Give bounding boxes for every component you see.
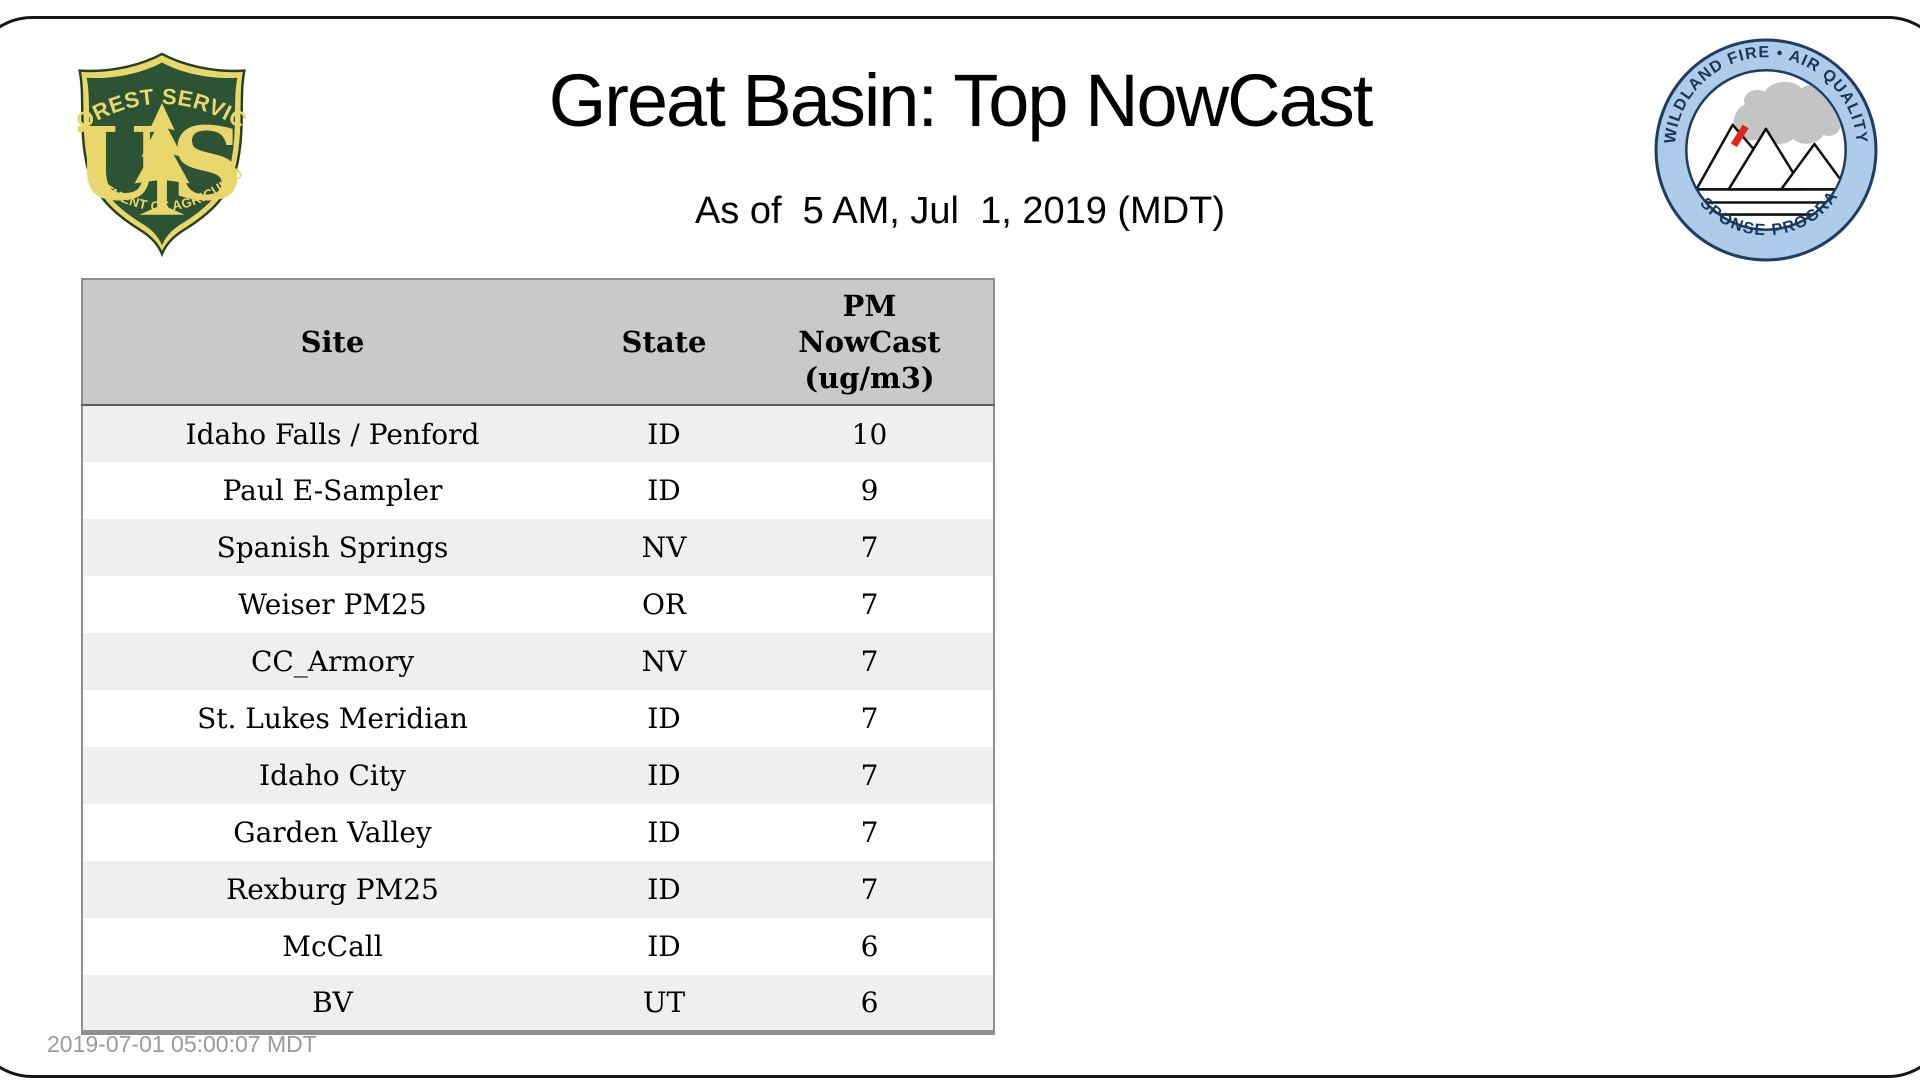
nowcast-table: Site State PM NowCast (ug/m3) Idaho Fall… (81, 278, 995, 1035)
page-title: Great Basin: Top NowCast (548, 59, 1374, 142)
value-cell: 7 (860, 531, 879, 564)
state-cell: ID (647, 816, 681, 849)
site-cell: McCall (282, 930, 383, 963)
wfaqrp-logo: WILDLAND FIRE • AIR QUALITY RESPONSE PRO… (1652, 36, 1878, 262)
pm-header-line2: NowCast (798, 325, 941, 359)
state-cell: UT (642, 985, 686, 1019)
footer-timestamp: 2019-07-01 05:00:07 MDT (47, 1031, 317, 1057)
site-cell: Garden Valley (233, 816, 432, 849)
column-header-state: State (582, 279, 746, 406)
value-cell: 7 (860, 645, 879, 678)
pm-header-line3: (ug/m3) (804, 361, 935, 395)
state-cell: ID (647, 702, 681, 735)
value-cell: 7 (860, 702, 879, 735)
table-row: Paul E-Sampler ID 9 (82, 462, 994, 519)
usfs-logo: FOREST SERVICE DEPARTMENT OF AGRICULTURE… (64, 42, 251, 258)
pm-header-line1: PM (842, 289, 897, 323)
state-cell: OR (641, 588, 687, 621)
value-cell: 7 (860, 873, 879, 906)
value-cell: 7 (860, 588, 879, 621)
table-header-row: Site State PM NowCast (ug/m3) (82, 279, 994, 406)
state-cell: NV (641, 531, 687, 564)
state-cell: ID (647, 759, 681, 792)
table-row: Idaho Falls / Penford ID 10 (82, 405, 994, 462)
table-row: St. Lukes Meridian ID 7 (82, 690, 994, 747)
state-cell: NV (641, 645, 687, 678)
wfaqrp-fire-mark-icon (1730, 124, 1749, 148)
state-cell: ID (647, 873, 681, 906)
table-row: Idaho City ID 7 (82, 747, 994, 804)
table-row: BV UT 6 (82, 975, 994, 1032)
site-cell: Paul E-Sampler (222, 474, 443, 507)
wfaqrp-smoke-plume-icon (1733, 81, 1843, 145)
table-row: Weiser PM25 OR 7 (82, 576, 994, 633)
table-row: Rexburg PM25 ID 7 (82, 861, 994, 918)
table-row: CC_Armory NV 7 (82, 633, 994, 690)
site-cell: Spanish Springs (216, 531, 449, 564)
site-cell: CC_Armory (250, 645, 415, 678)
state-cell: ID (647, 474, 681, 507)
site-cell: Weiser PM25 (238, 588, 427, 621)
table-row: Spanish Springs NV 7 (82, 519, 994, 576)
site-cell: St. Lukes Meridian (197, 702, 468, 735)
value-cell: 9 (860, 474, 879, 507)
column-header-site: Site (82, 279, 582, 406)
nowcast-table-container: Site State PM NowCast (ug/m3) Idaho Fall… (81, 278, 995, 1035)
value-cell: 10 (851, 417, 888, 451)
usfs-letter-s: S (171, 105, 243, 223)
table-row: McCall ID 6 (82, 918, 994, 975)
page-subtitle: As of 5 AM, Jul 1, 2019 (MDT) (694, 190, 1226, 232)
site-cell: Rexburg PM25 (226, 873, 439, 906)
value-cell: 6 (860, 985, 879, 1019)
value-cell: 7 (860, 759, 879, 792)
value-cell: 6 (860, 930, 879, 963)
state-cell: ID (647, 930, 681, 963)
table-row: Garden Valley ID 7 (82, 804, 994, 861)
site-cell: Idaho City (259, 759, 406, 792)
column-header-pm-nowcast: PM NowCast (ug/m3) (746, 279, 994, 406)
state-cell: ID (647, 417, 681, 451)
site-cell: Idaho Falls / Penford (185, 417, 480, 451)
site-cell: BV (312, 985, 353, 1019)
usfs-pine-tree-icon (134, 102, 190, 215)
value-cell: 7 (860, 816, 879, 849)
